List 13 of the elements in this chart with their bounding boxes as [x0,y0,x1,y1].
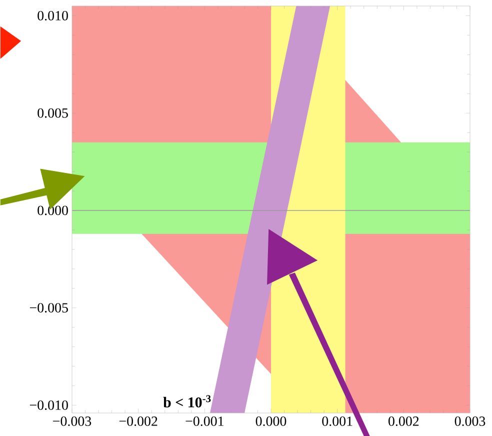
y-tick-label: 0.000 [38,206,68,216]
annotation: b < 10$^{-3}$ [163,395,211,408]
y-tick-label: 0.005 [38,108,68,118]
x-tick-label: 0.000 [256,416,286,426]
x-tick-label: −0.001 [186,416,224,426]
x-tick-label: −0.002 [119,416,158,426]
x-tick-label: 0.003 [454,416,486,426]
x-tick-label: 0.002 [388,416,419,426]
y-tick-label: −0.005 [30,303,68,313]
y-tick-label: 0.010 [38,10,68,20]
x-tick-label: 0.001 [322,416,352,426]
x-tick-label: −0.003 [53,416,92,426]
y-tick-label: −0.010 [30,400,68,410]
